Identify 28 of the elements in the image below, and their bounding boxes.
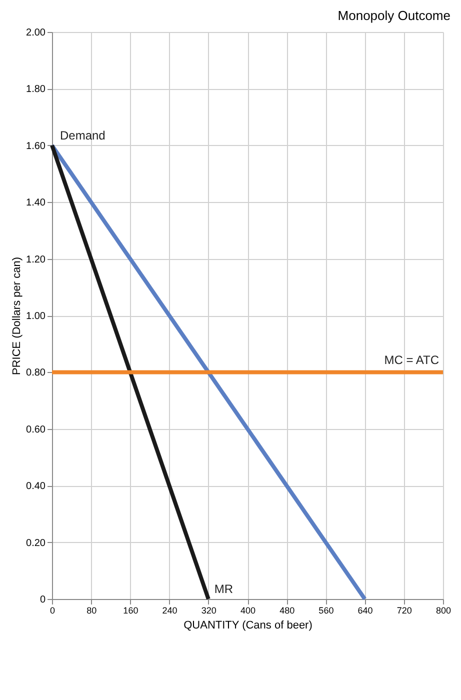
x-tick-label: 160 [123, 606, 138, 616]
x-tick-label: 80 [86, 606, 97, 616]
y-axis-title: PRICE (Dollars per can) [11, 257, 24, 375]
y-tick-label: 1.00 [26, 311, 46, 322]
x-tick-label: 640 [358, 606, 373, 616]
y-tick-label: 2.00 [26, 28, 46, 38]
x-tick-label: 720 [396, 606, 412, 616]
x-tick-label: 800 [436, 606, 452, 616]
x-tick-label: 240 [162, 606, 178, 616]
series-label: MR [214, 582, 234, 596]
y-tick-label: 0.80 [26, 368, 46, 379]
x-tick-label: 400 [240, 606, 256, 616]
x-tick-label: 560 [318, 606, 334, 616]
y-tick-label: 1.60 [26, 140, 46, 152]
y-tick-label: 1.80 [26, 84, 46, 96]
y-tick-label: 1.40 [26, 198, 46, 209]
y-tick-label: 0 [40, 594, 46, 606]
y-tick-label: 1.20 [26, 254, 46, 266]
y-tick-label: 0.20 [26, 538, 46, 549]
x-axis-title: QUANTITY (Cans of beer) [184, 620, 312, 632]
series-label: MC = ATC [384, 353, 440, 368]
x-tick-label: 320 [201, 606, 216, 616]
y-tick-label: 0.60 [26, 424, 46, 436]
y-tick-label: 0.40 [26, 481, 46, 492]
series-label: Demand [60, 128, 106, 142]
x-tick-label: 480 [280, 606, 295, 616]
chart-title: Monopoly Outcome [338, 8, 451, 23]
x-tick-label: 0 [50, 606, 56, 616]
